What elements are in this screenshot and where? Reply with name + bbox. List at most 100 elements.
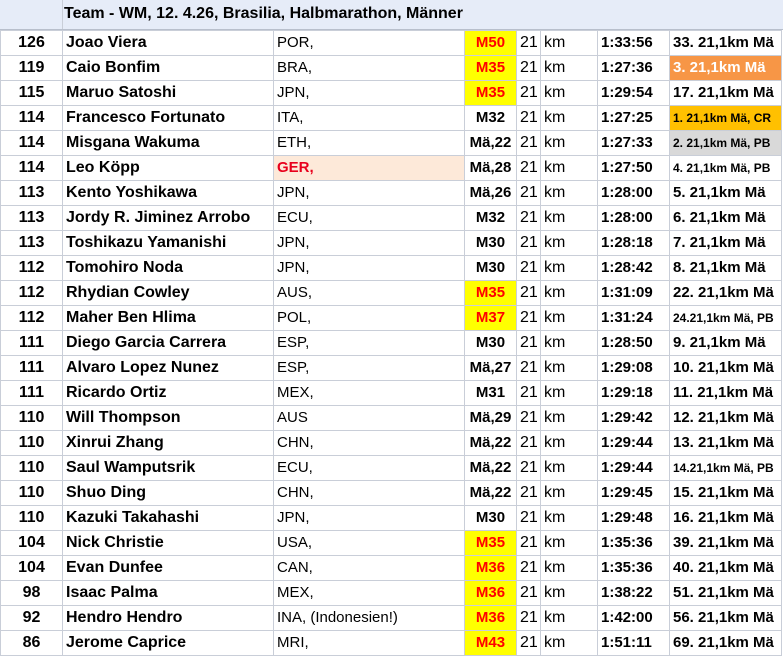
time-cell[interactable]: 1:29:54 <box>597 80 670 106</box>
category-cell[interactable]: M31 <box>464 380 517 406</box>
athlete-name-cell[interactable]: Misgana Wakuma <box>62 130 274 156</box>
distance-cell[interactable]: 21 <box>516 55 541 81</box>
unit-cell[interactable]: km <box>540 530 598 556</box>
time-cell[interactable]: 1:51:11 <box>597 630 670 656</box>
unit-cell[interactable]: km <box>540 205 598 231</box>
points-cell[interactable]: 110 <box>0 480 63 506</box>
unit-cell[interactable]: km <box>540 355 598 381</box>
distance-cell[interactable]: 21 <box>516 105 541 131</box>
points-cell[interactable]: 111 <box>0 355 63 381</box>
category-cell[interactable]: Mä,22 <box>464 480 517 506</box>
time-cell[interactable]: 1:27:25 <box>597 105 670 131</box>
category-cell[interactable]: M35 <box>464 280 517 306</box>
unit-cell[interactable]: km <box>540 580 598 606</box>
category-cell[interactable]: M32 <box>464 205 517 231</box>
nation-cell[interactable]: POR, <box>273 30 465 56</box>
category-cell[interactable]: M36 <box>464 580 517 606</box>
category-cell[interactable]: M36 <box>464 555 517 581</box>
nation-cell[interactable]: GER, <box>273 155 465 181</box>
unit-cell[interactable]: km <box>540 55 598 81</box>
nation-cell[interactable]: MEX, <box>273 380 465 406</box>
distance-cell[interactable]: 21 <box>516 30 541 56</box>
unit-cell[interactable]: km <box>540 155 598 181</box>
category-cell[interactable]: Mä,28 <box>464 155 517 181</box>
distance-cell[interactable]: 21 <box>516 130 541 156</box>
distance-cell[interactable]: 21 <box>516 555 541 581</box>
time-cell[interactable]: 1:28:50 <box>597 330 670 356</box>
category-cell[interactable]: M37 <box>464 305 517 331</box>
points-cell[interactable]: 114 <box>0 130 63 156</box>
unit-cell[interactable]: km <box>540 330 598 356</box>
result-cell[interactable]: 6. 21,1km Mä <box>669 205 782 231</box>
points-cell[interactable]: 86 <box>0 630 63 656</box>
title-corner-cell[interactable] <box>0 0 63 29</box>
nation-cell[interactable]: POL, <box>273 305 465 331</box>
athlete-name-cell[interactable]: Saul Wamputsrik <box>62 455 274 481</box>
unit-cell[interactable]: km <box>540 630 598 656</box>
athlete-name-cell[interactable]: Diego Garcia Carrera <box>62 330 274 356</box>
time-cell[interactable]: 1:29:45 <box>597 480 670 506</box>
athlete-name-cell[interactable]: Nick Christie <box>62 530 274 556</box>
nation-cell[interactable]: CHN, <box>273 480 465 506</box>
category-cell[interactable]: Mä,27 <box>464 355 517 381</box>
points-cell[interactable]: 110 <box>0 505 63 531</box>
category-cell[interactable]: M30 <box>464 330 517 356</box>
points-cell[interactable]: 112 <box>0 280 63 306</box>
time-cell[interactable]: 1:27:33 <box>597 130 670 156</box>
nation-cell[interactable]: AUS, <box>273 280 465 306</box>
athlete-name-cell[interactable]: Joao Viera <box>62 30 274 56</box>
nation-cell[interactable]: USA, <box>273 530 465 556</box>
time-cell[interactable]: 1:31:09 <box>597 280 670 306</box>
time-cell[interactable]: 1:27:36 <box>597 55 670 81</box>
points-cell[interactable]: 110 <box>0 405 63 431</box>
athlete-name-cell[interactable]: Alvaro Lopez Nunez <box>62 355 274 381</box>
time-cell[interactable]: 1:29:48 <box>597 505 670 531</box>
unit-cell[interactable]: km <box>540 305 598 331</box>
athlete-name-cell[interactable]: Evan Dunfee <box>62 555 274 581</box>
result-cell[interactable]: 8. 21,1km Mä <box>669 255 782 281</box>
nation-cell[interactable]: ECU, <box>273 455 465 481</box>
nation-cell[interactable]: ESP, <box>273 330 465 356</box>
athlete-name-cell[interactable]: Jordy R. Jiminez Arrobo <box>62 205 274 231</box>
athlete-name-cell[interactable]: Tomohiro Noda <box>62 255 274 281</box>
unit-cell[interactable]: km <box>540 430 598 456</box>
time-cell[interactable]: 1:42:00 <box>597 605 670 631</box>
athlete-name-cell[interactable]: Shuo Ding <box>62 480 274 506</box>
nation-cell[interactable]: INA, (Indonesien!) <box>273 605 465 631</box>
nation-cell[interactable]: ETH, <box>273 130 465 156</box>
time-cell[interactable]: 1:29:08 <box>597 355 670 381</box>
points-cell[interactable]: 114 <box>0 105 63 131</box>
distance-cell[interactable]: 21 <box>516 530 541 556</box>
result-cell[interactable]: 9. 21,1km Mä <box>669 330 782 356</box>
time-cell[interactable]: 1:38:22 <box>597 580 670 606</box>
points-cell[interactable]: 112 <box>0 305 63 331</box>
time-cell[interactable]: 1:28:00 <box>597 205 670 231</box>
time-cell[interactable]: 1:29:42 <box>597 405 670 431</box>
distance-cell[interactable]: 21 <box>516 630 541 656</box>
category-cell[interactable]: Mä,26 <box>464 180 517 206</box>
result-cell[interactable]: 39. 21,1km Mä <box>669 530 782 556</box>
points-cell[interactable]: 114 <box>0 155 63 181</box>
athlete-name-cell[interactable]: Francesco Fortunato <box>62 105 274 131</box>
points-cell[interactable]: 119 <box>0 55 63 81</box>
points-cell[interactable]: 104 <box>0 555 63 581</box>
category-cell[interactable]: M36 <box>464 605 517 631</box>
time-cell[interactable]: 1:29:18 <box>597 380 670 406</box>
result-cell[interactable]: 4. 21,1km Mä, PB <box>669 155 782 181</box>
distance-cell[interactable]: 21 <box>516 155 541 181</box>
time-cell[interactable]: 1:29:44 <box>597 430 670 456</box>
category-cell[interactable]: Mä,29 <box>464 405 517 431</box>
unit-cell[interactable]: km <box>540 180 598 206</box>
athlete-name-cell[interactable]: Toshikazu Yamanishi <box>62 230 274 256</box>
unit-cell[interactable]: km <box>540 80 598 106</box>
distance-cell[interactable]: 21 <box>516 330 541 356</box>
category-cell[interactable]: M50 <box>464 30 517 56</box>
result-cell[interactable]: 33. 21,1km Mä <box>669 30 782 56</box>
distance-cell[interactable]: 21 <box>516 230 541 256</box>
points-cell[interactable]: 115 <box>0 80 63 106</box>
result-cell[interactable]: 22. 21,1km Mä <box>669 280 782 306</box>
distance-cell[interactable]: 21 <box>516 180 541 206</box>
points-cell[interactable]: 113 <box>0 230 63 256</box>
points-cell[interactable]: 98 <box>0 580 63 606</box>
nation-cell[interactable]: JPN, <box>273 80 465 106</box>
